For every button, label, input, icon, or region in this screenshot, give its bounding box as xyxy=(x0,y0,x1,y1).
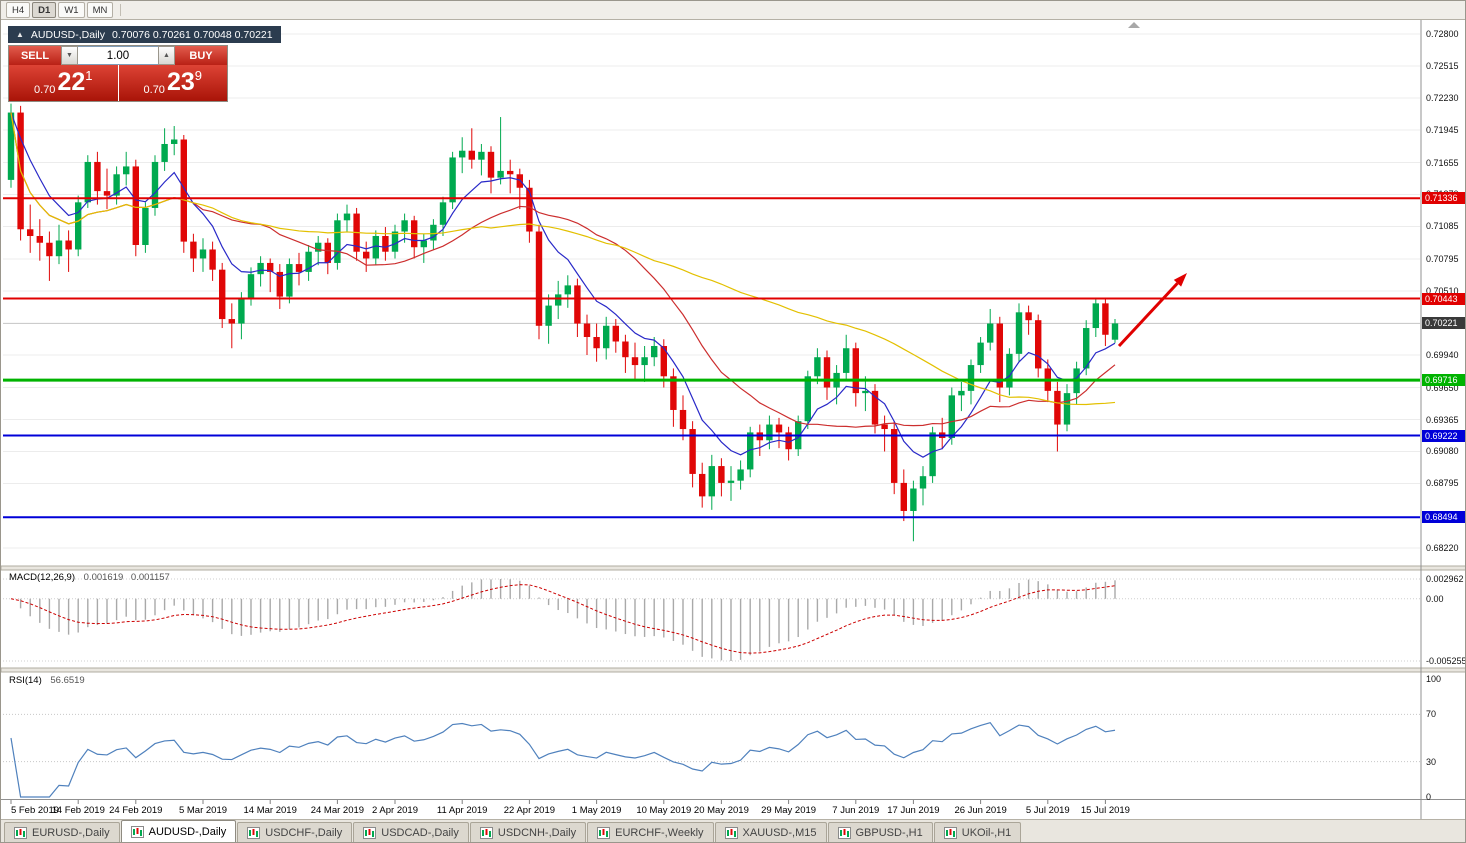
macd-pane xyxy=(3,578,1420,662)
chart-tab-label: USDCAD-,Daily xyxy=(381,826,459,839)
chart-ohlc-values: 0.70076 0.70261 0.70048 0.70221 xyxy=(112,28,273,41)
chart-tab-label: UKOil-,H1 xyxy=(961,826,1012,839)
svg-text:29 May 2019: 29 May 2019 xyxy=(761,805,816,816)
chart-tab-usdchf-daily[interactable]: USDCHF-,Daily xyxy=(237,822,353,842)
chart-symbol-title: AUDUSD-,Daily xyxy=(30,28,106,41)
svg-text:2 Apr 2019: 2 Apr 2019 xyxy=(372,805,418,816)
svg-text:10 May 2019: 10 May 2019 xyxy=(636,805,691,816)
chart-tab-eurusd-daily[interactable]: EURUSD-,Daily xyxy=(4,822,120,842)
svg-text:5 Mar 2019: 5 Mar 2019 xyxy=(179,805,227,816)
chart-tab-label: AUDUSD-,Daily xyxy=(148,825,227,838)
sell-price-big: 22 xyxy=(57,68,86,96)
chart-icon xyxy=(837,826,851,839)
buy-price-prefix: 0.70 xyxy=(143,84,165,96)
chart-tab-label: XAUUSD-,M15 xyxy=(742,826,817,839)
timeframe-button-d1[interactable]: D1 xyxy=(32,2,57,18)
chart-tabs: EURUSD-,Daily AUDUSD-,Daily USDCHF-,Daily U… xyxy=(1,819,1465,842)
svg-text:24 Mar 2019: 24 Mar 2019 xyxy=(311,805,364,816)
svg-text:17 Jun 2019: 17 Jun 2019 xyxy=(887,805,939,816)
macd-signal-line xyxy=(10,584,1116,654)
svg-text:1 May 2019: 1 May 2019 xyxy=(572,805,622,816)
svg-text:14 Feb 2019: 14 Feb 2019 xyxy=(52,805,105,816)
sell-price-sup: 1 xyxy=(85,68,93,83)
ma-sma-50 xyxy=(10,112,1116,406)
sell-price-prefix: 0.70 xyxy=(34,84,56,96)
buy-price-sup: 9 xyxy=(194,68,202,83)
chart-tab-ukoil-h1[interactable]: UKOil-,H1 xyxy=(933,822,1022,842)
chart-icon xyxy=(247,826,261,839)
svg-text:24 Feb 2019: 24 Feb 2019 xyxy=(109,805,162,816)
chart-icon xyxy=(363,826,377,839)
macd-value-main: 0.001619 xyxy=(83,572,124,583)
toolbar-separator xyxy=(120,4,122,16)
chart-icon xyxy=(597,826,611,839)
svg-text:22 Apr 2019: 22 Apr 2019 xyxy=(504,805,555,816)
chart-tab-usdcad-daily[interactable]: USDCAD-,Daily xyxy=(353,822,469,842)
chart-tab-label: EURUSD-,Daily xyxy=(32,826,110,839)
chart-tab-label: EURCHF-,Weekly xyxy=(615,826,704,839)
buy-button[interactable]: BUY xyxy=(175,46,227,65)
chart-tab-gbpusd-h1[interactable]: GBPUSD-,H1 xyxy=(827,822,933,842)
timeframe-button-h4[interactable]: H4 xyxy=(6,2,31,18)
sell-price[interactable]: 0.70 22 1 xyxy=(9,65,118,101)
volume-decrease-button[interactable]: ▼ xyxy=(61,46,78,65)
rsi-name: RSI(14) xyxy=(9,675,42,686)
chart-tab-label: USDCHF-,Daily xyxy=(265,826,343,839)
chart-shift-marker[interactable] xyxy=(1128,22,1140,28)
svg-text:20 May 2019: 20 May 2019 xyxy=(694,805,749,816)
volume-increase-button[interactable]: ▲ xyxy=(158,46,175,65)
pane-separator[interactable] xyxy=(1,565,1466,571)
collapse-icon[interactable]: ▲ xyxy=(16,30,24,39)
chart-tab-label: USDCNH-,Daily xyxy=(497,826,577,839)
timeframe-toolbar: H4 D1 W1 MN xyxy=(1,1,1465,20)
chart-icon xyxy=(14,826,27,839)
rsi-value: 56.6519 xyxy=(50,675,85,686)
chart-icon xyxy=(130,825,144,838)
macd-value-signal: 0.001157 xyxy=(130,572,170,583)
pane-separator[interactable] xyxy=(1,667,1466,673)
svg-text:26 Jun 2019: 26 Jun 2019 xyxy=(954,805,1006,816)
svg-text:14 Mar 2019: 14 Mar 2019 xyxy=(244,805,297,816)
chart-icon xyxy=(943,826,957,839)
rsi-label: RSI(14) 56.6519 xyxy=(9,675,85,686)
support-resistance-lines[interactable] xyxy=(3,197,1420,519)
timeframe-button-mn[interactable]: MN xyxy=(86,2,114,18)
sell-button[interactable]: SELL xyxy=(9,46,61,65)
rsi-pane xyxy=(3,713,1420,798)
rsi-line xyxy=(10,721,1116,798)
buy-price-big: 23 xyxy=(166,68,195,96)
chart-background xyxy=(1,19,1465,822)
chart-icon xyxy=(724,826,738,839)
candles-layer xyxy=(7,103,1119,542)
volume-input[interactable]: 1.00 xyxy=(78,46,158,65)
one-click-panel-header[interactable]: ▲ AUDUSD-,Daily 0.70076 0.70261 0.70048 … xyxy=(8,26,281,43)
svg-text:15 Jul 2019: 15 Jul 2019 xyxy=(1081,805,1130,816)
svg-text:7 Jun 2019: 7 Jun 2019 xyxy=(832,805,879,816)
svg-text:5 Jul 2019: 5 Jul 2019 xyxy=(1026,805,1070,816)
svg-text:11 Apr 2019: 11 Apr 2019 xyxy=(437,805,488,816)
macd-name: MACD(12,26,9) xyxy=(9,572,75,583)
chart-tab-eurchf-weekly[interactable]: EURCHF-,Weekly xyxy=(587,822,714,842)
macd-label: MACD(12,26,9) 0.001619 0.001157 xyxy=(9,572,170,583)
chart-tab-audusd-daily[interactable]: AUDUSD-,Daily xyxy=(120,820,237,842)
chart-tab-usdcnh-daily[interactable]: USDCNH-,Daily xyxy=(469,822,587,842)
chart-tab-label: GBPUSD-,H1 xyxy=(855,826,923,839)
buy-price[interactable]: 0.70 23 9 xyxy=(118,65,227,101)
timeframe-button-w1[interactable]: W1 xyxy=(58,2,85,18)
svg-text:5 Feb 2019: 5 Feb 2019 xyxy=(11,805,59,816)
chart-icon xyxy=(479,826,493,839)
one-click-trading-panel: SELL ▼ 1.00 ▲ BUY 0.70 22 1 0.70 23 9 xyxy=(8,45,228,102)
chart-tab-xauusd-m15[interactable]: XAUUSD-,M15 xyxy=(714,822,827,842)
ma-sma-20 xyxy=(10,112,1116,428)
ma-lines xyxy=(10,112,1116,458)
ma-ema-8 xyxy=(10,112,1116,458)
trend-arrow[interactable] xyxy=(1117,273,1187,348)
